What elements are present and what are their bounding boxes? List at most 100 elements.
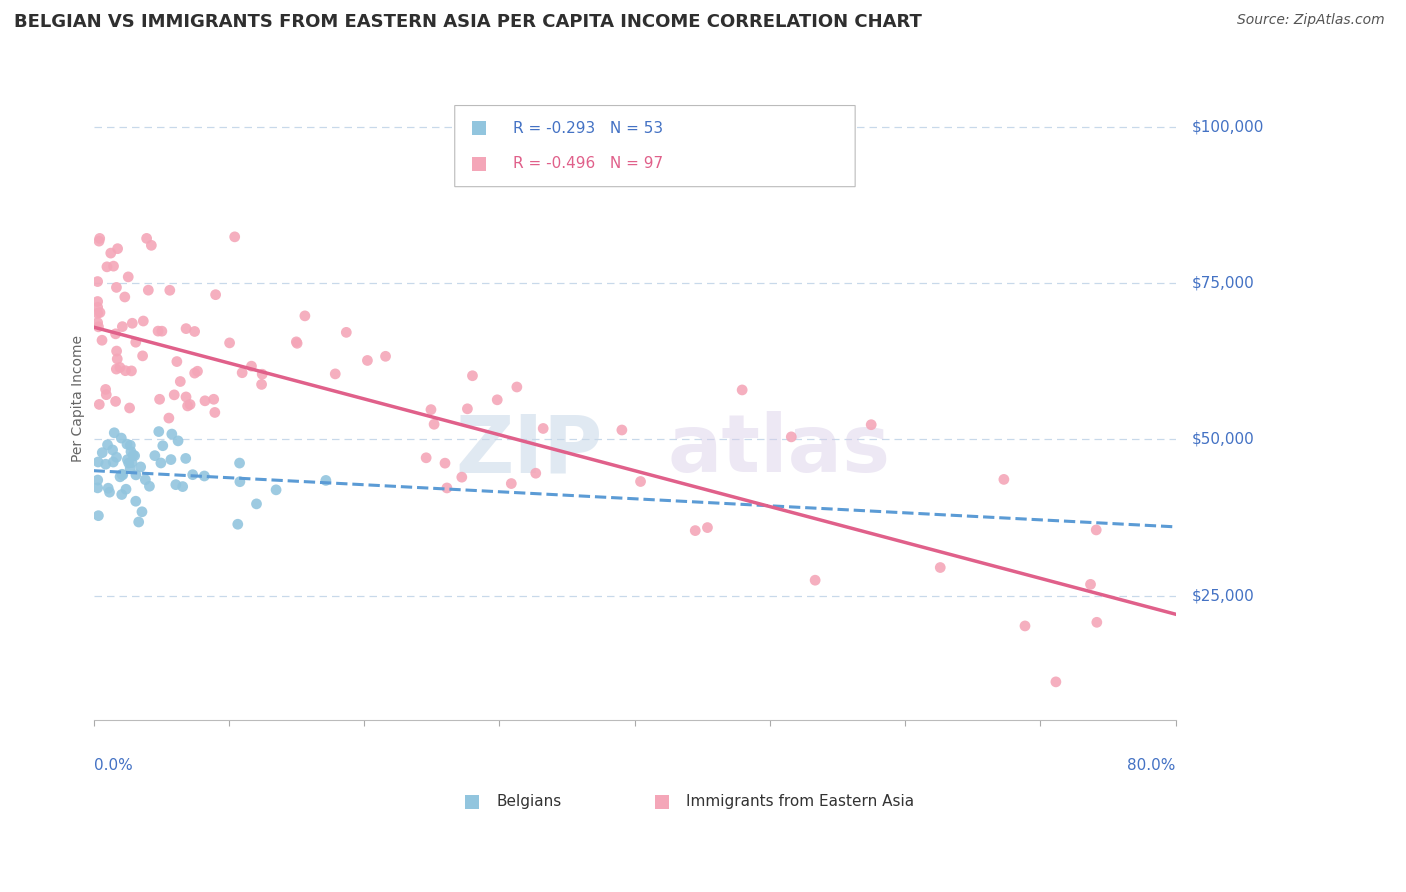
Point [804,573,827,587]
Point [94,457,117,471]
Point [159,283,181,297]
Point [97,481,120,495]
Point [104,326,127,341]
Point [120,444,142,458]
Point [461,795,484,809]
Point [172,480,194,494]
Point [202,392,225,407]
Point [105,344,128,359]
Point [163,388,186,402]
Text: atlas: atlas [666,411,890,490]
Point [141,238,163,252]
Point [226,517,249,532]
Point [315,474,337,488]
Point [120,438,142,452]
Point [1014,619,1036,633]
Point [335,326,357,340]
Point [110,431,132,445]
Point [174,390,197,404]
Point [501,476,523,491]
Point [423,417,446,432]
Point [120,461,142,475]
Text: Source: ZipAtlas.com: Source: ZipAtlas.com [1237,13,1385,28]
Point [121,456,143,470]
Point [461,368,484,383]
Point [124,449,146,463]
Point [87,455,110,469]
Point [96,387,118,401]
Point [121,316,143,330]
Point [174,451,197,466]
Point [450,470,472,484]
Point [117,269,139,284]
Text: $100,000: $100,000 [1192,120,1264,135]
Point [86,316,108,330]
Point [250,377,273,392]
Point [149,456,172,470]
Point [135,231,157,245]
Point [89,231,111,245]
Text: $75,000: $75,000 [1192,276,1254,291]
Point [107,242,129,256]
Point [696,520,718,534]
Point [87,319,110,334]
Point [125,494,148,508]
Point [136,283,159,297]
Point [148,425,170,439]
Point [118,401,141,415]
Point [105,280,128,294]
Text: ZIP: ZIP [456,411,602,490]
Point [356,353,378,368]
FancyBboxPatch shape [454,105,855,186]
Point [524,467,547,481]
Point [1080,577,1102,591]
Point [610,423,633,437]
Point [111,467,134,482]
Point [228,456,250,470]
Point [374,349,396,363]
Point [91,333,114,347]
Point [138,479,160,493]
Point [108,470,131,484]
Point [179,397,201,411]
Point [285,336,308,351]
Point [160,452,183,467]
Point [125,335,148,350]
Point [91,445,114,459]
Point [323,367,346,381]
Point [89,305,111,319]
Text: 0.0%: 0.0% [94,758,132,772]
Point [250,368,273,382]
Point [224,230,246,244]
Y-axis label: Per Capita Income: Per Capita Income [72,335,86,462]
Point [98,485,121,500]
Text: Belgians: Belgians [496,794,562,809]
Point [434,456,457,470]
Point [420,402,443,417]
Point [122,448,145,462]
Point [87,508,110,523]
Text: BELGIAN VS IMMIGRANTS FROM EASTERN ASIA PER CAPITA INCOME CORRELATION CHART: BELGIAN VS IMMIGRANTS FROM EASTERN ASIA … [14,13,922,31]
Point [181,467,204,482]
Text: Immigrants from Eastern Asia: Immigrants from Eastern Asia [686,794,914,809]
Point [115,482,138,496]
Point [993,472,1015,486]
Point [165,477,187,491]
Point [630,475,652,489]
Point [169,375,191,389]
Point [96,260,118,274]
Point [456,401,478,416]
Point [157,411,180,425]
Point [132,314,155,328]
Point [100,246,122,260]
Point [129,459,152,474]
Point [111,319,134,334]
Point [1085,523,1108,537]
Point [117,452,139,467]
Point [111,487,134,501]
Point [134,473,156,487]
Point [531,421,554,435]
Point [149,392,172,407]
Point [436,481,458,495]
Point [218,335,240,350]
